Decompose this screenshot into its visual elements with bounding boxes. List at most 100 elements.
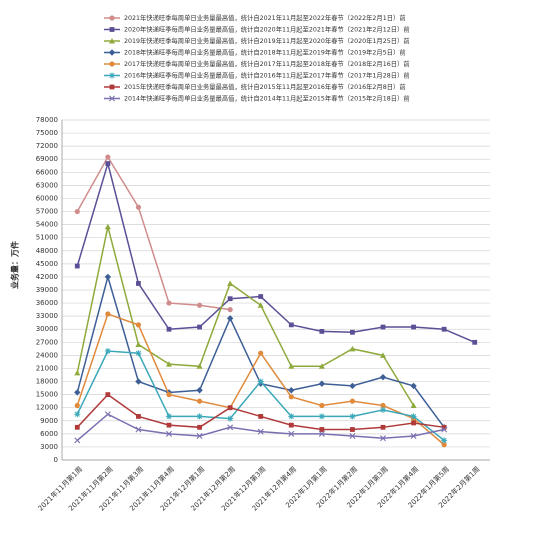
marker (109, 95, 115, 102)
y-tick-label: 54000 (36, 221, 58, 229)
y-tick-label: 12000 (36, 404, 58, 412)
legend-label: 2019年快递旺季每周单日业务量最高值，统计自2019年11月起至2020年春节… (124, 36, 410, 45)
marker (288, 394, 294, 400)
marker (288, 387, 295, 394)
marker (258, 294, 264, 299)
marker (197, 324, 202, 330)
marker (135, 426, 142, 433)
y-tick-label: 45000 (36, 260, 58, 268)
legend-label: 2021年快递旺季每周单日业务量最高值，统计自2021年11月起至2022年春节… (124, 13, 406, 22)
y-tick-label: 48000 (36, 247, 58, 255)
marker (380, 406, 386, 413)
marker (349, 413, 356, 420)
series (74, 160, 478, 345)
y-tick-label: 69000 (36, 155, 58, 163)
y-tick-label: 60000 (36, 194, 58, 202)
marker (104, 273, 112, 281)
y-tick-label: 66000 (36, 168, 58, 176)
marker (318, 363, 325, 369)
marker (411, 324, 416, 330)
series (74, 223, 417, 409)
marker (135, 341, 142, 347)
marker (257, 378, 264, 385)
marker (441, 424, 447, 430)
marker (288, 422, 294, 428)
marker (350, 329, 355, 335)
marker (197, 424, 202, 430)
marker (108, 49, 116, 56)
series-line (76, 226, 415, 406)
marker (318, 380, 326, 387)
marker (166, 422, 172, 428)
y-axis-label: 业务量：万件 (10, 241, 20, 289)
y-tick-label: 42000 (36, 273, 58, 281)
marker (319, 402, 325, 409)
marker (166, 430, 172, 437)
y-tick-label: 18000 (36, 378, 58, 386)
marker (227, 424, 234, 431)
marker (258, 350, 264, 356)
series-line (76, 160, 476, 343)
series-line (76, 393, 445, 431)
marker (380, 352, 386, 358)
y-tick-label: 33000 (36, 312, 58, 320)
marker (74, 437, 81, 444)
y-tick-label: 39000 (36, 286, 58, 294)
legend-label: 2018年快递旺季每周单日业务量最高值，统计自2018年11月起至2019年春节… (124, 48, 406, 57)
marker (380, 402, 386, 409)
y-tick-label: 3000 (40, 443, 58, 451)
marker (227, 296, 233, 302)
marker (135, 322, 142, 328)
marker (410, 382, 417, 390)
series (74, 311, 447, 448)
marker (166, 413, 172, 420)
y-tick-label: 9000 (40, 417, 58, 425)
marker (196, 387, 203, 394)
y-tick-label: 30000 (36, 325, 58, 333)
marker (104, 411, 111, 418)
marker (441, 437, 448, 444)
marker (109, 38, 115, 44)
marker (135, 350, 142, 357)
marker (258, 414, 264, 419)
legend-label: 2017年快递旺季每周单日业务量最高值，统计自2017年11月起至2018年春节… (124, 59, 410, 68)
marker (380, 424, 386, 430)
marker (227, 415, 234, 422)
y-tick-label: 6000 (40, 430, 58, 438)
marker (135, 378, 142, 385)
marker (105, 161, 111, 166)
marker (318, 413, 325, 420)
series (74, 154, 233, 313)
marker (288, 430, 295, 437)
series (74, 411, 448, 444)
marker (109, 61, 115, 67)
marker (350, 427, 355, 432)
marker (105, 311, 111, 317)
marker (196, 363, 203, 369)
marker (109, 15, 115, 21)
marker (196, 398, 203, 404)
marker (349, 433, 356, 440)
marker (349, 398, 356, 404)
marker (227, 405, 233, 411)
marker (319, 329, 325, 334)
legend-label: 2016年快递旺季每周单日业务量最高值，统计自2016年11月起至2017年春节… (124, 71, 410, 80)
marker (74, 208, 80, 215)
marker (74, 389, 81, 396)
marker (441, 442, 447, 448)
marker (288, 413, 295, 420)
marker (319, 427, 325, 432)
y-tick-label: 0 (54, 456, 58, 464)
marker (166, 361, 172, 367)
marker (257, 302, 264, 308)
marker (105, 154, 111, 160)
marker (135, 204, 142, 210)
marker (105, 392, 111, 398)
legend-label: 2020年快递旺季每周单日业务量最高值，统计自2020年11月起至2021年春节… (124, 25, 410, 34)
y-tick-label: 27000 (36, 338, 58, 346)
y-tick-label: 57000 (36, 208, 58, 216)
marker (109, 72, 115, 79)
marker (379, 373, 387, 381)
marker (196, 433, 203, 440)
